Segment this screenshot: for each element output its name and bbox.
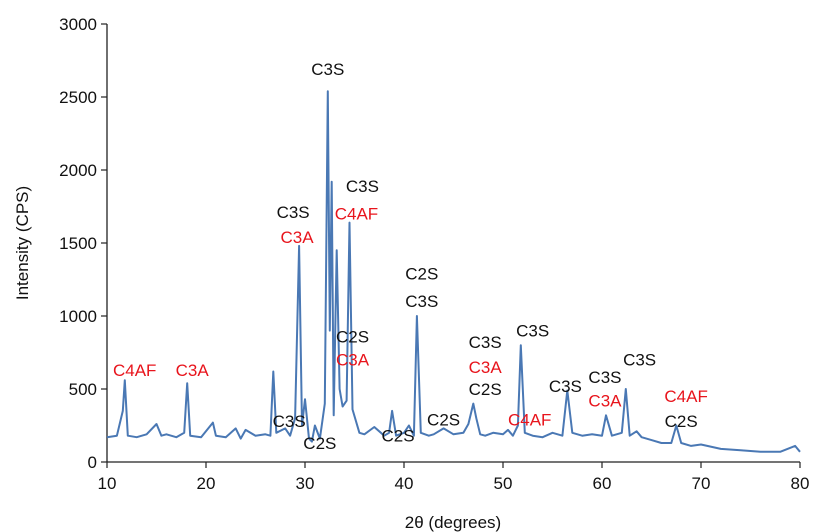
peak-label: C4AF [508, 411, 551, 430]
x-tick-label: 60 [593, 474, 612, 493]
peak-label: C3A [588, 392, 622, 411]
y-tick-label: 1500 [59, 234, 97, 253]
x-tick-label: 50 [494, 474, 513, 493]
y-ticks: 0 500 1000 1500 2000 2500 3000 [59, 15, 107, 472]
peak-label: C3S [277, 203, 310, 222]
plot-area: 0 500 1000 1500 2000 2500 3000 10 20 30 40 50 60 70 8… [59, 15, 809, 493]
peak-label: C2S [382, 427, 415, 446]
peak-label: C3A [469, 358, 503, 377]
x-tick-label: 30 [296, 474, 315, 493]
y-tick-label: 0 [88, 453, 97, 472]
x-tick-label: 70 [692, 474, 711, 493]
x-tick-label: 10 [98, 474, 117, 493]
peak-label: C3A [281, 228, 315, 247]
y-axis-title: Intensity (CPS) [13, 186, 32, 300]
peak-label: C3S [623, 351, 656, 370]
peak-label: C3S [311, 60, 344, 79]
peak-label: C2S [469, 380, 502, 399]
x-tick-label: 20 [197, 474, 216, 493]
x-tick-label: 80 [791, 474, 810, 493]
peak-label: C3A [336, 351, 370, 370]
peak-label: C3S [588, 368, 621, 387]
peak-label: C3A [176, 361, 210, 380]
series-line [106, 90, 801, 453]
peak-label: C2S [665, 412, 698, 431]
peak-label: C3S [516, 321, 549, 340]
peak-label: C3S [549, 377, 582, 396]
peak-label: C4AF [664, 387, 707, 406]
y-tick-label: 3000 [59, 15, 97, 34]
peak-label: C3S [273, 412, 306, 431]
peak-label: C2S [303, 434, 336, 453]
y-tick-label: 1000 [59, 307, 97, 326]
peak-label: C2S [427, 411, 460, 430]
peak-label: C2S [405, 265, 438, 284]
x-axis-title: 2θ (degrees) [405, 513, 501, 532]
y-tick-label: 2500 [59, 88, 97, 107]
peak-label: C3S [469, 333, 502, 352]
x-tick-label: 40 [395, 474, 414, 493]
x-ticks: 10 20 30 40 50 60 70 80 [98, 462, 810, 493]
peak-label: C3S [405, 292, 438, 311]
y-tick-label: 2000 [59, 161, 97, 180]
peak-label: C2S [336, 327, 369, 346]
y-tick-label: 500 [69, 380, 97, 399]
peak-label: C4AF [335, 205, 378, 224]
peak-label: C4AF [113, 361, 156, 380]
peak-label: C3S [346, 177, 379, 196]
